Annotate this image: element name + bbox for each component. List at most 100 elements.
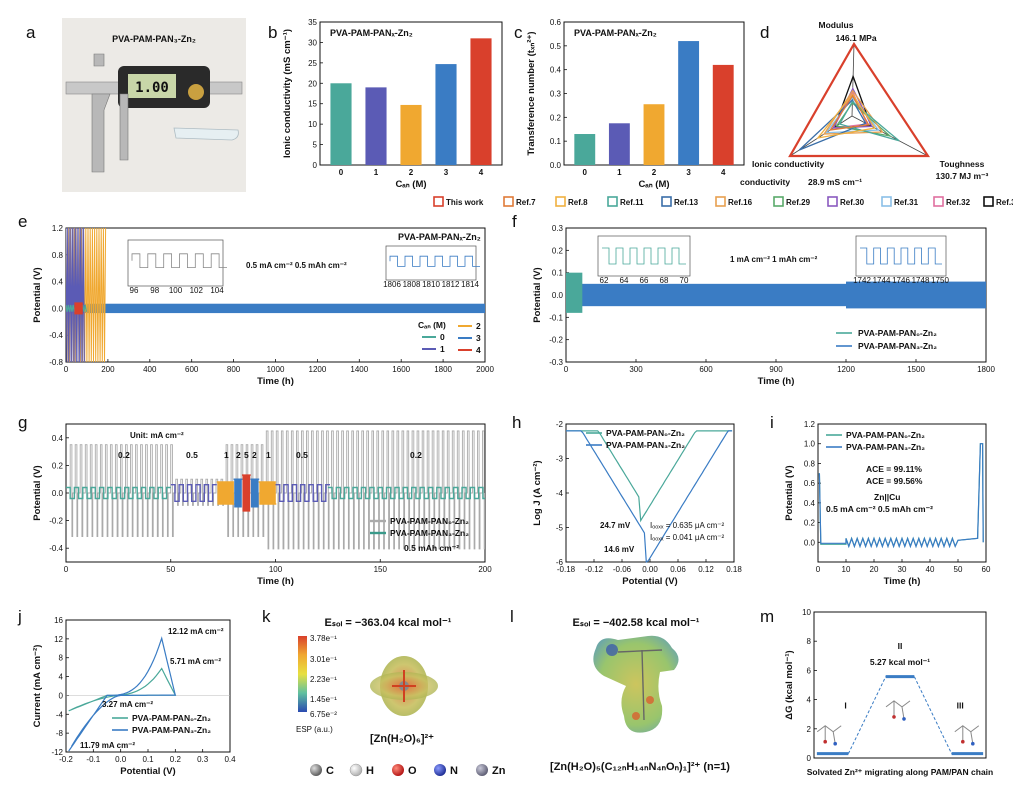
- l-formula: [Zn(H₂O)₅(C₁₂ₙH₁₄ₙN₄ₙOₙ)₁]²⁺ (n=1): [550, 761, 730, 773]
- caliper-jaw-upper: [93, 53, 105, 67]
- x-tick-label: 40: [926, 565, 935, 574]
- series-pan3-loop: [68, 636, 177, 752]
- k-molecule-surface: [370, 656, 438, 716]
- x-tick-label: 3: [686, 168, 691, 177]
- atom-legend: C H O N Zn: [310, 763, 506, 777]
- atom-label-o: O: [408, 765, 417, 777]
- inset-trace: [389, 255, 480, 267]
- annotation-ace-pan3: ACE = 99.56%: [866, 476, 923, 486]
- panel-h-tafel-chart: -0.18 -0.12 -0.06 0.00 0.06 0.12 0.18 -6 -5 -4 -3 -…: [532, 420, 742, 587]
- y-tick-label: 0.8: [804, 459, 816, 468]
- inset-tick: 1750: [931, 276, 949, 285]
- y-tick-label: 0.4: [52, 278, 64, 287]
- bar-0: [330, 83, 352, 165]
- caliper-jaw-inner: [119, 93, 129, 161]
- plot-area: [66, 228, 485, 362]
- y-tick-label: 0.2: [804, 519, 816, 528]
- esp-tick-4: 6.75e⁻²: [310, 710, 337, 719]
- x-axis-label: Cₐₙ (M): [395, 179, 426, 190]
- legend-label: PVA-PAM-PAN₀-Zn₂: [132, 713, 211, 723]
- y-tick-label: -4: [556, 489, 564, 498]
- radar-series-ref-8: [816, 93, 876, 139]
- panel-letter-j: j: [17, 607, 22, 626]
- x-tick-label: 300: [629, 365, 643, 374]
- x-tick-label: 900: [769, 365, 783, 374]
- atom-o-icon: [392, 764, 404, 776]
- rate-label: 1: [224, 450, 229, 460]
- ecorr-pan3: 14.6 mV: [604, 545, 635, 554]
- series-pan0-curve: [566, 430, 733, 523]
- molecule-atom: [971, 741, 975, 746]
- inset-tick: 70: [680, 276, 689, 285]
- radar-axis-ionic: Ionic conductivity: [752, 159, 825, 169]
- molecule-sketch-0: [816, 725, 842, 744]
- panel-c-transference-chart: 0.0 0.1 0.2 0.3 0.4 0.5 0.6 Cₐₙ (M) Transference…: [526, 18, 745, 190]
- esp-tick-0: 3.78e⁻¹: [310, 634, 337, 643]
- panel-letter-m: m: [760, 607, 774, 626]
- molecule-atom: [892, 715, 896, 719]
- radar-axis-toughness-value: 130.7 MJ m⁻³: [936, 171, 989, 181]
- barrier-label: 5.27 kcal mol⁻¹: [870, 657, 930, 667]
- icorr-pan0: Iₒₒₓₓ = 0.635 μA cm⁻²: [650, 521, 724, 530]
- x-tick-label: 600: [699, 365, 713, 374]
- molecule-atom: [961, 739, 965, 744]
- inset-tick: 68: [660, 276, 669, 285]
- annotation-rate: 0.5 mA cm⁻² 0.5 mAh cm⁻²: [826, 504, 933, 514]
- molecule-atom: [833, 741, 837, 746]
- inset-tick: 66: [640, 276, 649, 285]
- inset-tick: 64: [620, 276, 629, 285]
- inset-frame: [385, 245, 477, 281]
- y-tick-label: 1.2: [52, 224, 64, 233]
- legend-label: PVA-PAM-PAN₃-Zn₂: [390, 528, 469, 538]
- panel-g-rate-chart: 0 50 100 150 200 -0.4 -0.2 0.0 0.2 0.4 Time (h) Pot…: [32, 423, 492, 587]
- x-tick-label: 0: [564, 365, 569, 374]
- panel-letter-d: d: [760, 23, 769, 42]
- x-tick-label: 0.00: [642, 565, 658, 574]
- legend-label: Ref.30: [840, 198, 865, 207]
- series-pan3-segment-7: [275, 484, 330, 502]
- x-tick-label: 0.2: [170, 755, 182, 764]
- chart-title: PVA-PAM-PANₓ-Zn₂: [398, 232, 481, 242]
- esp-colorbar: [298, 636, 307, 712]
- radar-legend: This work Ref.7 Ref.8 Ref.11 Ref.13 Ref.16 Ref…: [433, 196, 1013, 207]
- caliper-jaw-lower: [91, 93, 111, 173]
- y-tick-label: -0.2: [49, 517, 63, 526]
- legend-swatch-ref-30: [827, 196, 838, 207]
- radar-axis-ionic-value: 28.9 mS cm⁻¹: [808, 177, 862, 187]
- radar-series-ref-11: [838, 100, 900, 142]
- annotation: 0.5 mA cm⁻² 0.5 mAh cm⁻²: [246, 261, 347, 270]
- y-tick-label: -0.4: [49, 544, 63, 553]
- legend-label: 4: [476, 345, 481, 355]
- bar-1: [365, 87, 387, 165]
- chart-title: PVA-PAM-PANₓ-Zn₂: [330, 28, 413, 38]
- x-tick-label: 0: [339, 168, 344, 177]
- inset-tick: 1808: [403, 280, 421, 289]
- hydrogel-strip: [173, 127, 239, 141]
- y-tick-label: 1.0: [804, 440, 816, 449]
- inset: 96 98 100 102 104: [127, 239, 227, 295]
- legend-swatch-ref-7: [503, 196, 514, 207]
- x-tick-label: 50: [954, 565, 963, 574]
- x-tick-label: 200: [478, 565, 492, 574]
- series-pan0-line: [69, 430, 485, 550]
- panel-letter-g: g: [18, 413, 27, 432]
- y-tick-label: 2: [807, 725, 812, 734]
- x-tick-label: 1: [617, 168, 622, 177]
- series-1-line: [66, 228, 85, 362]
- molecule-sketch-1: [885, 700, 911, 719]
- atom-label-h: H: [366, 765, 374, 777]
- y-axis-label: ΔG (kcal mol⁻¹): [784, 650, 795, 719]
- caliper-readout: 1.00: [135, 80, 169, 96]
- x-tick-label: 2: [652, 168, 657, 177]
- esp-tick-2: 2.23e⁻¹: [310, 675, 337, 684]
- y-tick-label: 0.5: [550, 42, 562, 51]
- panel-letters: a b c d e f g h i j k l m: [17, 23, 774, 626]
- series-pan3-segment-0: [66, 486, 171, 500]
- inset-tick: 62: [600, 276, 609, 285]
- y-tick-label: 0.3: [550, 90, 562, 99]
- l-molecule-surface: [593, 635, 679, 733]
- y-axis-label: Log J (A cm⁻²): [532, 460, 543, 525]
- y-tick-label: 35: [308, 18, 317, 27]
- y-tick-label: 4: [59, 673, 64, 682]
